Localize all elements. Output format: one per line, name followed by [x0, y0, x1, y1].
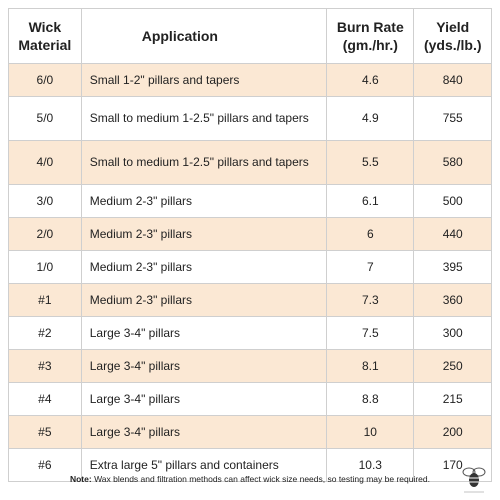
note: Note: Wax blends and filtration methods …: [0, 474, 500, 484]
table-row: #1 Medium 2-3" pillars 7.3 360: [8, 283, 492, 317]
table-row: 4/0 Small to medium 1-2.5" pillars and ta…: [8, 140, 492, 185]
table-cell: 500: [413, 184, 492, 218]
table-row: #5 Large 3-4" pillars 10 200: [8, 415, 492, 449]
table-cell: 170: [413, 448, 492, 482]
table-cell: 4.6: [326, 63, 415, 97]
header-text: (yds./lb.): [423, 37, 482, 53]
table-cell: 5.5: [326, 140, 415, 185]
bee-logo: [462, 467, 486, 493]
table-cell: 755: [413, 96, 492, 141]
table-cell: #4: [8, 382, 82, 416]
table-cell: #3: [8, 349, 82, 383]
table-row: 3/0 Medium 2-3" pillars 6.1 500: [8, 184, 492, 218]
table-cell: Extra large 5" pillars and containers: [80, 448, 328, 482]
table-cell: 395: [413, 250, 492, 284]
table-cell: Small to medium 1-2.5" pillars and taper…: [80, 96, 328, 141]
table-row: 6/0 Small 1-2" pillars and tapers 4.6 840: [8, 63, 492, 97]
table-cell: 10.3: [326, 448, 415, 482]
table-cell: 300: [413, 316, 492, 350]
table-cell: Medium 2-3" pillars: [80, 250, 328, 284]
note-label: Note:: [69, 474, 92, 484]
table-cell: Small 1-2" pillars and tapers: [80, 63, 328, 97]
table-cell: 250: [413, 349, 492, 383]
table-cell: 6.1: [326, 184, 415, 218]
table-cell: 7.3: [326, 283, 415, 317]
table-cell: 7.5: [326, 316, 415, 350]
table-cell: #2: [8, 316, 82, 350]
table-cell: 200: [413, 415, 492, 449]
table-cell: 4/0: [8, 140, 82, 185]
header-text: Application: [141, 28, 218, 44]
table-row: 5/0 Small to medium 1-2.5" pillars and ta…: [8, 96, 492, 141]
table-cell: Large 3-4" pillars: [80, 349, 328, 383]
header-cell: Application: [80, 8, 328, 64]
table-cell: 6/0: [8, 63, 82, 97]
header-cell: Yield (yds./lb.): [413, 8, 492, 64]
table-cell: Large 3-4" pillars: [80, 382, 328, 416]
table-row: 2/0 Medium 2-3" pillars 6 440: [8, 217, 492, 251]
wick-table: Wick Material Application Burn Rate (gm./hr.…: [8, 8, 492, 482]
table-cell: #5: [8, 415, 82, 449]
table-cell: 215: [413, 382, 492, 416]
table-cell: 8.1: [326, 349, 415, 383]
table-cell: Medium 2-3" pillars: [80, 283, 328, 317]
table-cell: 4.9: [326, 96, 415, 141]
header-text: Burn Rate: [336, 19, 404, 35]
table-row: #4 Large 3-4" pillars 8.8 215: [8, 382, 492, 416]
table-cell: Large 3-4" pillars: [80, 415, 328, 449]
header-text: Material: [18, 37, 72, 53]
table-row: #2 Large 3-4" pillars 7.5 300: [8, 316, 492, 350]
header-text: Yield: [436, 19, 470, 35]
table-cell: Small to medium 1-2.5" pillars and taper…: [80, 140, 328, 185]
header-row: Wick Material Application Burn Rate (gm./hr.…: [8, 8, 492, 64]
header-text: Wick: [28, 19, 62, 35]
table-cell: 1/0: [8, 250, 82, 284]
table-cell: Large 3-4" pillars: [80, 316, 328, 350]
header-text: (gm./hr.): [342, 37, 398, 53]
table-cell: 440: [413, 217, 492, 251]
table-cell: 840: [413, 63, 492, 97]
table-cell: 360: [413, 283, 492, 317]
table-cell: 10: [326, 415, 415, 449]
table-cell: 5/0: [8, 96, 82, 141]
table-cell: 6: [326, 217, 415, 251]
header-cell: Burn Rate (gm./hr.): [326, 8, 415, 64]
table-cell: 8.8: [326, 382, 415, 416]
header-cell: Wick Material: [8, 8, 82, 64]
table-cell: Medium 2-3" pillars: [80, 184, 328, 218]
table-cell: Medium 2-3" pillars: [80, 217, 328, 251]
table-row: 1/0 Medium 2-3" pillars 7 395: [8, 250, 492, 284]
table-cell: 580: [413, 140, 492, 185]
table-row: #6 Extra large 5" pillars and containers 1…: [8, 448, 492, 482]
table-cell: 2/0: [8, 217, 82, 251]
table-row: #3 Large 3-4" pillars 8.1 250: [8, 349, 492, 383]
table-cell: #1: [8, 283, 82, 317]
table-cell: 3/0: [8, 184, 82, 218]
table-cell: 7: [326, 250, 415, 284]
note-text: Wax blends and filtration methods can af…: [94, 474, 431, 484]
table-cell: #6: [8, 448, 82, 482]
